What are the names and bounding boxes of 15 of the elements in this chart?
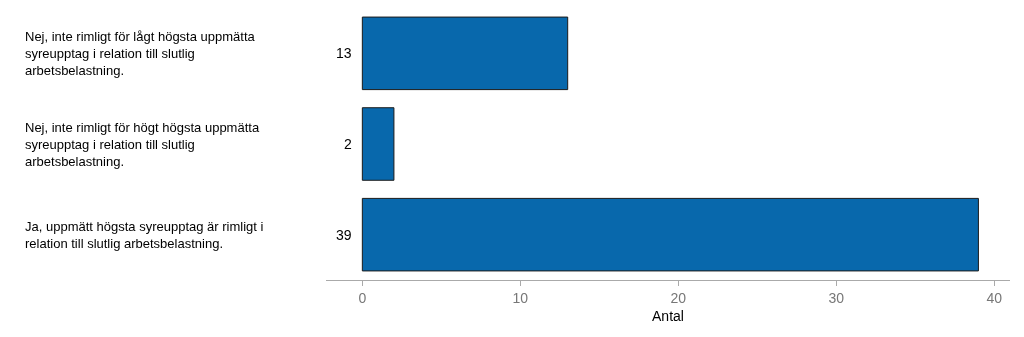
data-label: 2 xyxy=(344,136,352,152)
y-tick-label: Nej, inte rimligt för högt högsta uppmätta syreupptag i relation till slutlig arbetsbelastning. xyxy=(25,120,260,169)
data-label: 39 xyxy=(336,227,352,243)
x-tick-label: 30 xyxy=(828,289,845,306)
bar xyxy=(361,107,395,181)
x-tick-label: 10 xyxy=(512,289,529,306)
y-tick-label: Ja, uppmätt högsta syreupptag är rimligt i relation till slutlig arbetsbelastning. xyxy=(25,219,264,251)
x-axis-title: Antal xyxy=(652,308,684,325)
x-tick-label: 0 xyxy=(358,289,367,306)
data-label: 13 xyxy=(336,45,352,61)
x-tick-label: 40 xyxy=(986,289,1003,306)
bar xyxy=(361,16,569,91)
y-tick-label: Nej, inte rimligt för lågt högsta uppmätta syreupptag i relation till slutlig arbetsbelastning. xyxy=(25,29,256,78)
x-tick-label: 20 xyxy=(670,289,687,306)
bar xyxy=(361,197,979,272)
